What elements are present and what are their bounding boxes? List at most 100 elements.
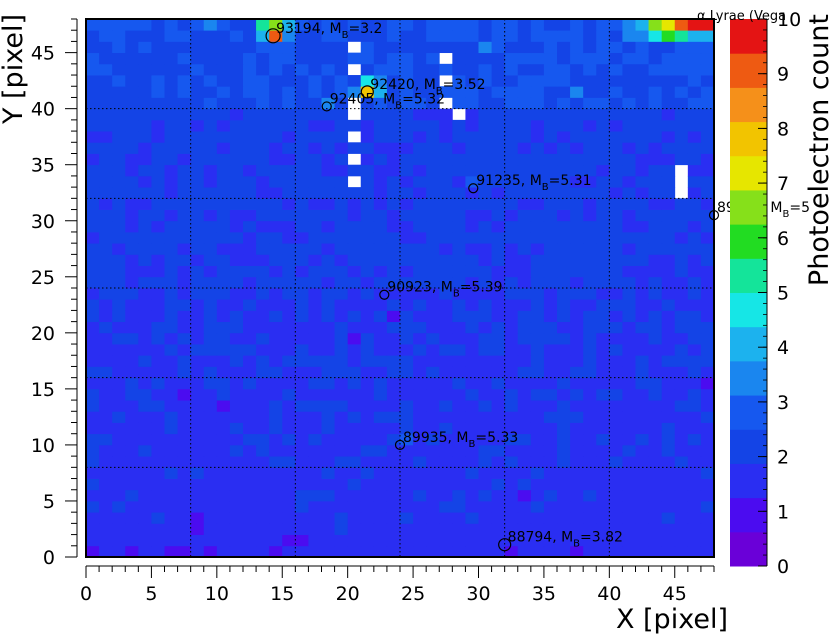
heatmap-cell bbox=[452, 355, 466, 367]
heatmap-cell bbox=[321, 86, 335, 98]
heatmap-cell bbox=[504, 131, 519, 143]
heatmap-cell bbox=[334, 108, 349, 121]
heatmap-cell bbox=[478, 366, 492, 379]
heatmap-cell bbox=[661, 209, 676, 222]
heatmap-cell bbox=[439, 153, 453, 166]
heatmap-cell bbox=[635, 444, 649, 457]
x-tick-label: 0 bbox=[80, 583, 92, 605]
heatmap-cell bbox=[648, 400, 663, 412]
heatmap-cell bbox=[125, 19, 139, 31]
heatmap-cell bbox=[256, 97, 270, 110]
heatmap-cell bbox=[112, 444, 126, 457]
heatmap-cell bbox=[269, 52, 283, 65]
heatmap-cell bbox=[700, 276, 715, 289]
heatmap-cell bbox=[622, 332, 636, 345]
heatmap-cell bbox=[321, 153, 335, 166]
heatmap-cell bbox=[400, 489, 414, 502]
heatmap-cell bbox=[177, 411, 192, 423]
heatmap-cell bbox=[86, 332, 100, 345]
heatmap-cell bbox=[648, 265, 663, 278]
heatmap-cell bbox=[243, 198, 257, 210]
heatmap-cell bbox=[125, 254, 139, 266]
colorbar-tick-label: 10 bbox=[777, 9, 801, 31]
heatmap-cell bbox=[321, 119, 335, 132]
heatmap-cell bbox=[216, 310, 231, 323]
colorbar-swatch bbox=[730, 121, 767, 157]
heatmap-cell bbox=[543, 388, 558, 401]
heatmap-cell bbox=[426, 355, 440, 367]
heatmap-cell bbox=[596, 433, 610, 446]
heatmap-cell bbox=[360, 243, 375, 255]
heatmap-cell bbox=[386, 41, 401, 54]
heatmap-cell bbox=[504, 545, 519, 558]
heatmap-cell bbox=[609, 310, 623, 323]
heatmap-cell bbox=[661, 433, 676, 446]
heatmap-cell bbox=[269, 254, 283, 266]
heatmap-cell bbox=[360, 512, 375, 524]
heatmap-cell bbox=[687, 86, 702, 98]
heatmap-cell bbox=[203, 209, 218, 222]
heatmap-cell bbox=[177, 119, 192, 132]
heatmap-cell bbox=[465, 142, 479, 154]
heatmap-cell bbox=[321, 164, 335, 177]
heatmap-cell bbox=[112, 310, 126, 323]
heatmap-cell bbox=[295, 489, 309, 502]
heatmap-cell bbox=[282, 444, 296, 457]
heatmap-cell bbox=[570, 131, 584, 143]
heatmap-cell bbox=[635, 388, 649, 401]
heatmap-cell bbox=[112, 63, 126, 76]
heatmap-cell bbox=[661, 97, 676, 110]
heatmap-cell bbox=[557, 30, 571, 42]
heatmap-cell bbox=[373, 456, 388, 468]
heatmap-cell bbox=[504, 321, 519, 334]
heatmap-cell bbox=[151, 523, 165, 535]
heatmap-cell bbox=[622, 288, 636, 300]
heatmap-cell bbox=[112, 231, 126, 244]
heatmap-cell bbox=[86, 108, 100, 121]
heatmap-cell bbox=[321, 377, 335, 390]
heatmap-cell bbox=[229, 534, 244, 547]
heatmap-cell bbox=[517, 254, 532, 266]
heatmap-cell bbox=[583, 366, 597, 379]
heatmap-cell bbox=[439, 332, 453, 345]
heatmap-cell bbox=[256, 153, 270, 166]
heatmap-cell bbox=[243, 142, 257, 154]
heatmap-cell bbox=[452, 388, 466, 401]
heatmap-cell bbox=[112, 19, 126, 31]
heatmap-cell bbox=[112, 321, 126, 334]
heatmap-cell bbox=[517, 175, 532, 188]
heatmap-cell bbox=[517, 63, 532, 76]
heatmap-cell bbox=[583, 545, 597, 558]
heatmap-cell bbox=[386, 142, 401, 154]
heatmap-cell bbox=[648, 467, 663, 479]
heatmap-cell bbox=[86, 30, 100, 42]
heatmap-cell bbox=[530, 164, 545, 177]
heatmap-cell bbox=[674, 63, 689, 76]
heatmap-cell bbox=[269, 41, 283, 54]
heatmap-cell bbox=[125, 30, 139, 42]
colorbar-tick-label: 3 bbox=[777, 392, 789, 414]
heatmap-cell bbox=[557, 164, 571, 177]
heatmap-cell bbox=[452, 19, 466, 31]
heatmap-cell bbox=[674, 478, 689, 491]
heatmap-cell bbox=[112, 500, 126, 513]
module-grid-lines bbox=[86, 19, 714, 557]
heatmap-cell bbox=[203, 388, 218, 401]
heatmap-cell bbox=[635, 220, 649, 233]
heatmap-cell bbox=[151, 467, 165, 479]
heatmap-cell bbox=[426, 254, 440, 266]
heatmap-cell bbox=[386, 19, 401, 31]
heatmap-cell bbox=[125, 153, 139, 166]
heatmap-cell bbox=[373, 209, 388, 222]
heatmap-cell bbox=[622, 299, 636, 311]
heatmap-cell bbox=[700, 30, 715, 42]
heatmap-cell bbox=[216, 456, 231, 468]
heatmap-cell bbox=[583, 63, 597, 76]
heatmap-cell bbox=[583, 321, 597, 334]
heatmap-cell bbox=[216, 75, 231, 87]
heatmap-cell bbox=[177, 444, 192, 457]
heatmap-cell bbox=[400, 523, 414, 535]
heatmap-cell bbox=[635, 41, 649, 54]
heatmap-cell bbox=[347, 299, 362, 311]
